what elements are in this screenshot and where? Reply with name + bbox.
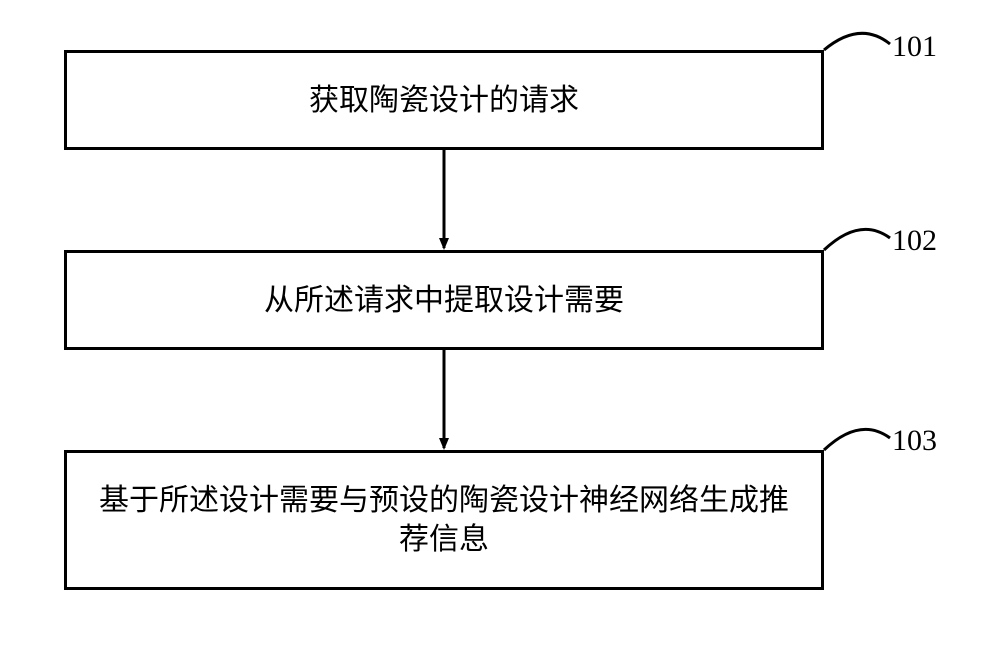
flow-step-3: 基于所述设计需要与预设的陶瓷设计神经网络生成推荐信息 [64, 450, 824, 590]
flow-step-1-text: 获取陶瓷设计的请求 [309, 81, 579, 120]
flow-step-3-number: 103 [892, 424, 937, 458]
flow-step-2-text: 从所述请求中提取设计需要 [264, 281, 624, 320]
flowchart-canvas: 获取陶瓷设计的请求 101 从所述请求中提取设计需要 102 基于所述设计需要与… [0, 0, 1000, 653]
flow-step-1-number: 101 [892, 30, 937, 64]
flow-step-3-text: 基于所述设计需要与预设的陶瓷设计神经网络生成推荐信息 [87, 481, 801, 559]
flow-step-2: 从所述请求中提取设计需要 [64, 250, 824, 350]
flow-step-2-number: 102 [892, 224, 937, 258]
callout-curve-2 [824, 229, 890, 250]
callout-curve-3 [824, 429, 890, 450]
flow-step-1: 获取陶瓷设计的请求 [64, 50, 824, 150]
callout-curve-1 [824, 33, 890, 50]
